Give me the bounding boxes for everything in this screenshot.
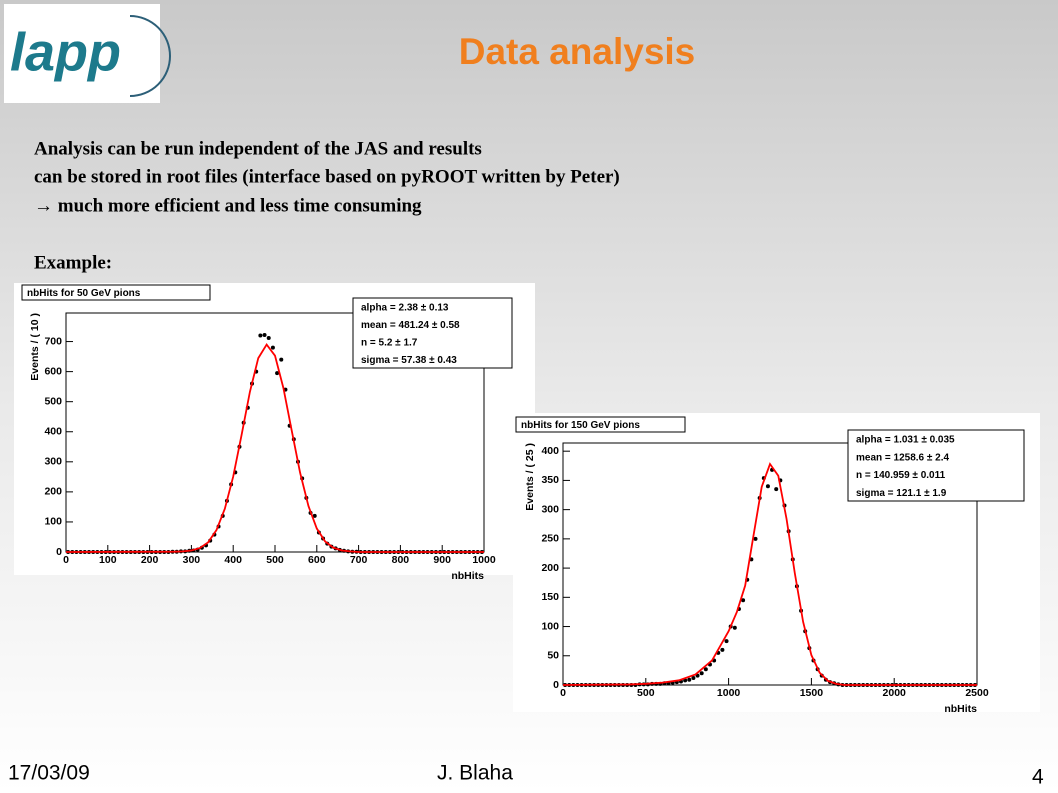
- logo: lapp: [4, 4, 171, 103]
- body-line: can be stored in root files (interface b…: [34, 166, 620, 187]
- stats-box: [847, 429, 1025, 502]
- data-point: [270, 345, 275, 350]
- y-tick-label: 700: [44, 335, 62, 347]
- plot-frame: [562, 442, 978, 686]
- stats-line: mean = 1258.6 ± 2.4: [856, 452, 949, 463]
- y-axis-label: Events / ( 10 ): [29, 313, 41, 381]
- data-point: [741, 598, 746, 603]
- y-tick-label: 500: [44, 395, 62, 407]
- data-point: [279, 357, 284, 362]
- charts: 0 100 200 300 400 500 600 700 800 900 100001002003…: [14, 283, 1040, 715]
- data-point: [753, 536, 758, 541]
- y-tick-label: 200: [541, 562, 559, 574]
- data-point: [258, 333, 263, 338]
- data-point: [765, 484, 770, 489]
- stats-box: [352, 297, 513, 369]
- x-tick-label: 900: [433, 554, 451, 566]
- logo-text: lapp: [10, 22, 121, 82]
- data-point: [720, 647, 725, 652]
- data-point: [687, 677, 692, 682]
- y-tick-label: 150: [541, 591, 559, 603]
- x-tick-label: 700: [350, 554, 368, 566]
- y-axis-label: Events / ( 25 ): [524, 443, 536, 511]
- x-tick-label: 400: [224, 554, 242, 566]
- logo-box: [4, 4, 160, 103]
- body-line: → much more efficient and less time cons…: [34, 195, 422, 216]
- x-tick-label: 0: [63, 554, 69, 566]
- data-point: [312, 513, 317, 518]
- data-point: [774, 487, 779, 492]
- y-tick-label: 50: [547, 650, 559, 662]
- footer-author: J. Blaha: [437, 762, 513, 785]
- x-axis-label: nbHits: [451, 570, 484, 582]
- stats-line: sigma = 121.1 ± 1.9: [856, 488, 947, 499]
- title-box: [515, 416, 686, 433]
- y-tick-label: 300: [44, 456, 62, 468]
- y-tick-label: 300: [541, 503, 559, 515]
- stats-line: n = 140.959 ± 0.011: [856, 470, 946, 481]
- x-tick-label: 500: [266, 554, 284, 566]
- x-tick-label: 1000: [472, 554, 496, 566]
- slide-title: Data analysis: [459, 31, 696, 72]
- x-axis-label: nbHits: [944, 703, 977, 715]
- y-tick-label: 350: [541, 474, 559, 486]
- y-tick-label: 600: [44, 365, 62, 377]
- data-point: [724, 639, 729, 644]
- x-tick-label: 500: [637, 687, 655, 699]
- x-tick-label: 200: [141, 554, 159, 566]
- stats-line: alpha = 1.031 ± 0.035: [856, 435, 955, 446]
- y-tick-label: 200: [44, 486, 62, 498]
- y-tick-label: 400: [44, 426, 62, 438]
- chart-title: nbHits for 50 GeV pions: [27, 288, 141, 299]
- page-number: 4: [1032, 766, 1044, 789]
- data-point: [703, 667, 708, 672]
- stats-line: sigma = 57.38 ± 0.43: [361, 355, 457, 366]
- x-tick-label: 2000: [883, 687, 907, 699]
- x-tick-label: 1500: [800, 687, 824, 699]
- fit-curve: [562, 462, 977, 686]
- footer-date: 17/03/09: [8, 762, 90, 785]
- data-point: [275, 371, 280, 376]
- data-point: [691, 675, 696, 680]
- body-line: Example:: [34, 252, 112, 273]
- x-tick-label: 0: [560, 687, 566, 699]
- stats-line: alpha = 2.38 ± 0.13: [361, 303, 449, 314]
- y-tick-label: 400: [541, 445, 559, 457]
- y-tick-label: 100: [44, 516, 62, 528]
- data-point: [732, 625, 737, 630]
- body-line: Analysis can be run independent of the J…: [34, 138, 482, 159]
- title-box: [21, 284, 211, 301]
- logo-arc: [129, 15, 171, 97]
- data-point: [266, 335, 271, 340]
- x-tick-label: 100: [99, 554, 117, 566]
- y-tick-label: 0: [56, 546, 62, 558]
- data-point: [262, 332, 267, 337]
- x-tick-label: 600: [308, 554, 326, 566]
- y-tick-label: 0: [553, 679, 559, 691]
- x-tick-label: 300: [183, 554, 201, 566]
- x-tick-label: 800: [392, 554, 410, 566]
- fit-curve: [65, 342, 484, 553]
- x-tick-label: 2500: [965, 687, 989, 699]
- chart-title: nbHits for 150 GeV pions: [521, 420, 640, 431]
- y-tick-label: 250: [541, 533, 559, 545]
- y-tick-label: 100: [541, 620, 559, 632]
- x-tick-label: 1000: [717, 687, 741, 699]
- stats-line: n = 5.2 ± 1.7: [361, 338, 418, 349]
- stats-line: mean = 481.24 ± 0.58: [361, 320, 460, 331]
- data-point: [699, 671, 704, 676]
